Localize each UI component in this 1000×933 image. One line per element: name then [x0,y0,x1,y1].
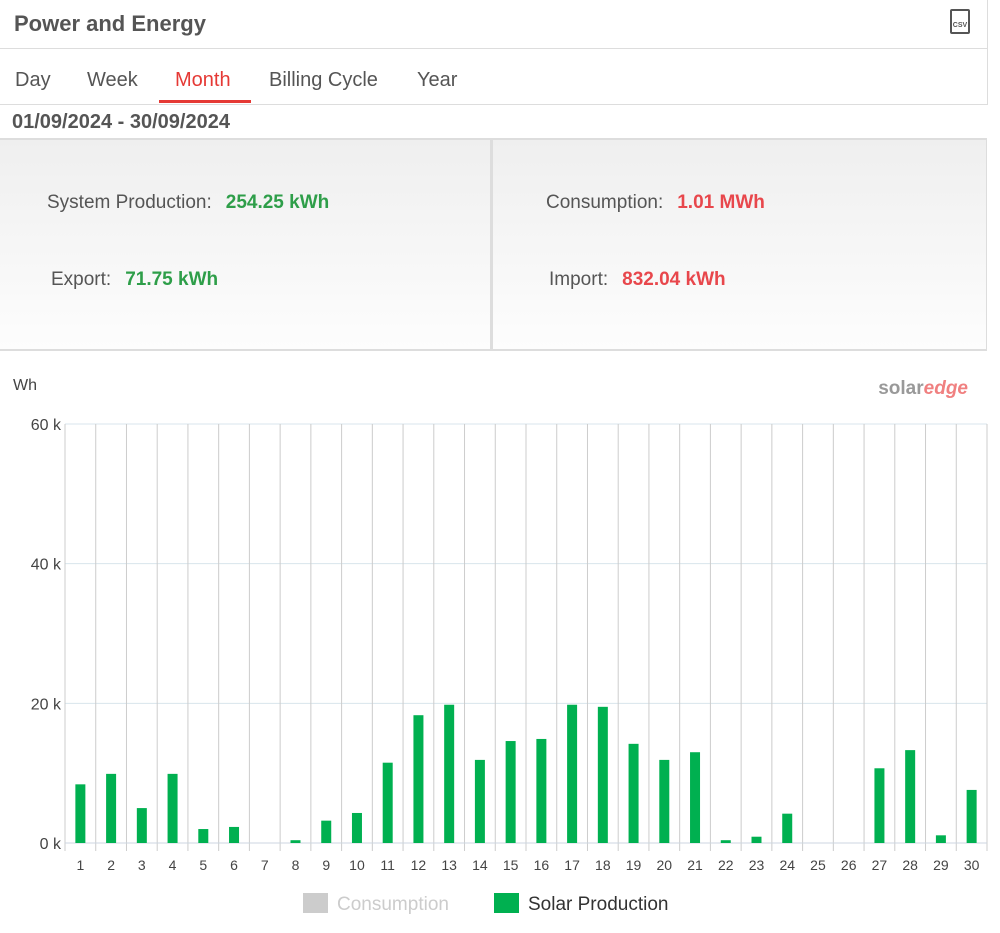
bar [351,812,362,843]
summary-label: Export: [51,269,112,290]
tab[interactable]: Year [417,69,458,91]
x-tick-label: 12 [411,857,427,873]
bar [382,762,393,843]
summary-item: Import: 832.04 kWh [549,269,726,291]
x-tick-label: 23 [749,857,765,873]
x-tick-label: 2 [107,857,115,873]
bar [321,820,332,843]
y-axis-label: Wh [13,377,37,394]
bar [597,706,608,843]
tab[interactable]: Billing Cycle [269,69,378,91]
y-tick-label: 0 k [40,836,62,853]
summary-item: System Production: 254.25 kWh [47,192,329,214]
bar [874,768,885,843]
legend-label: Solar Production [528,894,668,915]
logo: solaredge [878,378,968,399]
x-tick-label: 14 [472,857,488,873]
y-tick-label: 60 k [31,417,62,434]
bar [444,704,455,843]
x-tick-label: 1 [76,857,84,873]
x-tick-label: 10 [349,857,365,873]
summary-label: Import: [549,269,609,290]
x-tick-label: 3 [138,857,146,873]
bar [966,789,977,843]
x-tick-label: 26 [841,857,857,873]
bar [567,704,578,843]
summary-label: System Production: [47,192,212,213]
date-range: 01/09/2024 - 30/09/2024 [12,111,230,133]
header: Power and Energy CSV [0,0,988,49]
bar [935,835,946,843]
bar [106,773,117,843]
x-tick-label: 9 [322,857,330,873]
bar [905,750,916,843]
legend-swatch [494,893,519,913]
x-tick-label: 27 [872,857,888,873]
x-tick-label: 24 [779,857,795,873]
x-tick-label: 4 [169,857,177,873]
bar [229,826,240,843]
title: Power and Energy [14,11,206,36]
summary-left [0,138,493,351]
summary-item: Export: 71.75 kWh [51,269,218,291]
bar [782,813,793,843]
tabs: Day Week Month Billing Cycle Year [0,49,988,105]
bar [659,759,670,843]
bar [690,752,701,843]
bar [413,715,424,843]
active-underline [159,100,251,103]
x-tick-label: 11 [380,857,395,873]
bar [751,836,762,843]
logo-part: solar [878,378,924,399]
summary-value: 71.75 kWh [125,269,219,290]
bar [536,738,547,843]
x-tick-label: 18 [595,857,611,873]
x-tick-label: 20 [657,857,673,873]
x-tick-label: 13 [441,857,457,873]
csv-icon[interactable]: CSV [950,9,970,34]
summary-value: 1.01 MWh [677,192,765,213]
tab[interactable]: Month [175,69,231,91]
x-tick-label: 21 [687,857,703,873]
x-tick-label: 19 [626,857,642,873]
x-tick-label: 22 [718,857,734,873]
x-tick-label: 17 [564,857,580,873]
tab[interactable]: Week [87,69,138,91]
x-tick-label: 7 [261,857,269,873]
summary-value: 254.25 kWh [225,192,330,213]
bar [474,759,485,843]
x-tick-label: 5 [199,857,207,873]
x-tick-label: 15 [503,857,519,873]
x-tick-label: 30 [964,857,980,873]
bar [505,741,516,843]
x-tick-label: 16 [534,857,550,873]
bar [167,773,178,843]
bar [290,840,301,843]
x-tick-label: 29 [933,857,949,873]
x-tick-label: 25 [810,857,826,873]
summary-label: Consumption: [546,192,664,213]
bar [628,743,639,843]
x-tick-label: 28 [902,857,918,873]
logo-part: edge [924,378,969,399]
x-tick-label: 6 [230,857,238,873]
legend-swatch [303,893,328,913]
bar [198,829,209,843]
summary-item: Consumption: 1.01 MWh [546,192,765,214]
x-tick-label: 8 [292,857,300,873]
bar [720,840,731,843]
legend-label: Consumption [337,894,449,915]
summary-value: 832.04 kWh [622,269,726,290]
tab[interactable]: Day [15,69,51,91]
bar [136,808,147,843]
bar [75,784,86,843]
y-tick-label: 40 k [31,557,62,574]
y-tick-label: 20 k [31,696,62,713]
summary-right [493,138,987,351]
